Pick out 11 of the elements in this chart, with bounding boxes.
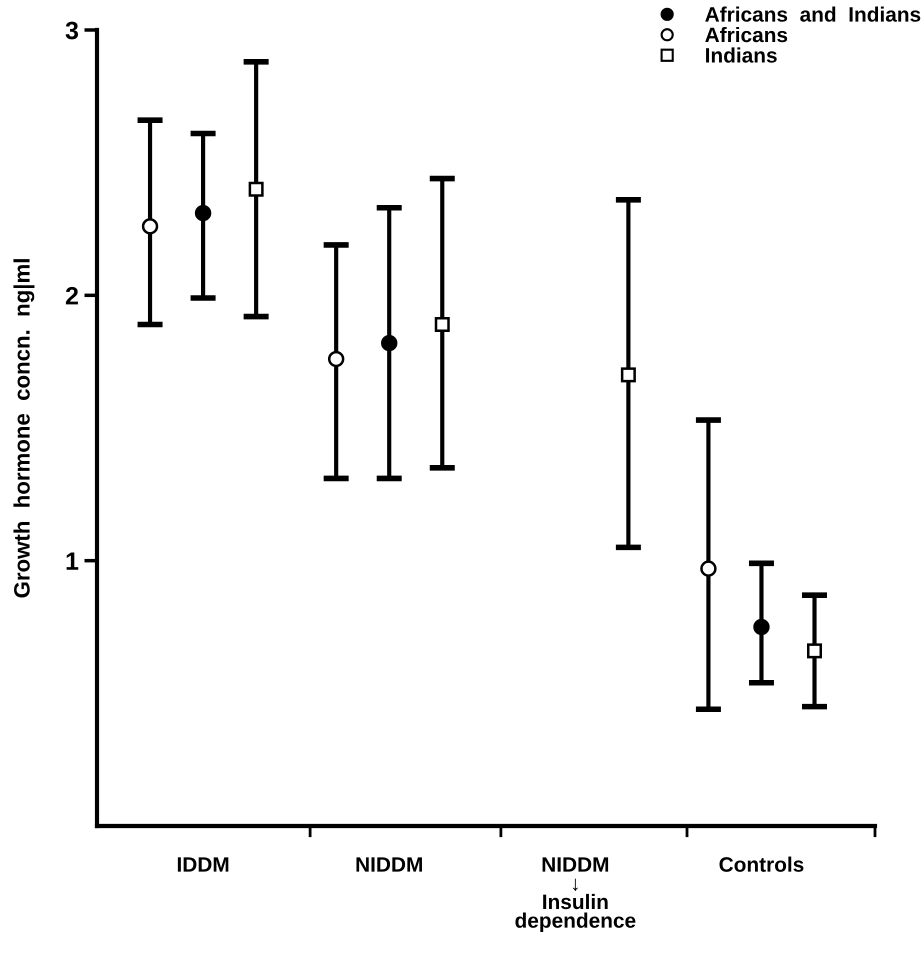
y-tick-label: 2	[66, 286, 78, 304]
x-tick-label: IDDM	[178, 857, 228, 872]
legend-label: Africans	[705, 26, 788, 42]
x-tick-label: Controls	[720, 856, 804, 872]
x-tick-label: NIDDM	[356, 857, 422, 872]
legend-label: Africans and Indians	[705, 6, 920, 22]
legend-label: Indians	[706, 47, 777, 63]
y-tick-label: 3	[66, 22, 78, 40]
y-axis-title: Growth hormone concn. ng|ml	[13, 259, 34, 598]
x-tick-label: NIDDM ↓ Insulin dependence	[515, 857, 636, 932]
y-tick-label: 1	[66, 552, 78, 570]
